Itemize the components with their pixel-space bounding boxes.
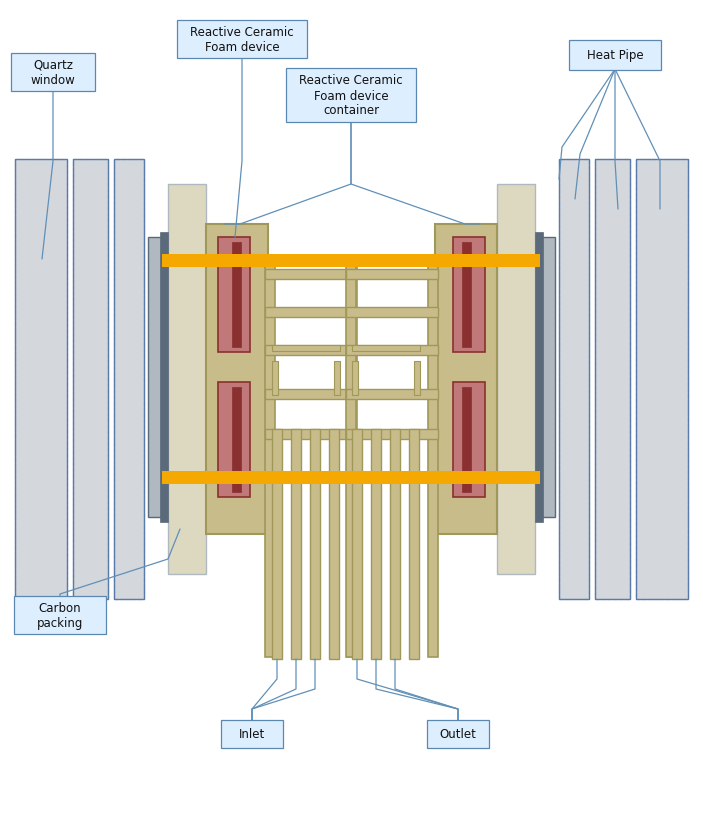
Bar xyxy=(346,308,438,318)
Bar xyxy=(352,429,362,659)
Bar xyxy=(453,382,485,497)
Bar xyxy=(168,185,206,574)
Bar xyxy=(206,224,268,534)
Bar xyxy=(15,160,67,600)
Text: Carbon
packing: Carbon packing xyxy=(37,601,83,629)
Bar xyxy=(334,361,340,396)
Bar xyxy=(390,429,400,659)
FancyBboxPatch shape xyxy=(221,720,283,748)
Bar xyxy=(148,238,162,518)
Bar xyxy=(272,361,278,396)
Bar xyxy=(541,238,555,518)
Bar xyxy=(462,242,471,347)
Bar xyxy=(265,390,357,400)
Bar xyxy=(272,346,340,351)
Bar xyxy=(232,242,241,347)
Bar xyxy=(265,258,275,657)
Bar xyxy=(636,160,688,600)
Bar xyxy=(346,269,438,279)
FancyBboxPatch shape xyxy=(14,596,106,634)
Bar xyxy=(272,429,282,659)
Bar xyxy=(162,255,540,268)
FancyBboxPatch shape xyxy=(569,41,661,71)
Bar xyxy=(329,429,339,659)
Bar xyxy=(265,346,357,355)
Text: Reactive Ceramic
Foam device: Reactive Ceramic Foam device xyxy=(191,26,294,54)
Bar xyxy=(497,185,535,574)
Text: Outlet: Outlet xyxy=(439,727,477,740)
Bar xyxy=(352,346,420,351)
Bar xyxy=(435,224,497,534)
Bar xyxy=(414,361,420,396)
Bar xyxy=(453,238,485,352)
Bar xyxy=(636,160,688,600)
Bar xyxy=(265,429,357,440)
Bar xyxy=(371,429,381,659)
Bar xyxy=(162,472,540,484)
FancyBboxPatch shape xyxy=(11,54,95,92)
Bar xyxy=(347,258,357,657)
Bar xyxy=(535,233,543,523)
Bar xyxy=(265,269,357,279)
Bar xyxy=(595,160,630,600)
Bar xyxy=(218,238,250,352)
Text: Quartz
window: Quartz window xyxy=(31,59,75,87)
Bar xyxy=(291,429,301,659)
Bar xyxy=(73,160,108,600)
Bar xyxy=(15,160,67,600)
Bar xyxy=(265,308,357,318)
Bar xyxy=(462,387,471,492)
Bar xyxy=(428,258,438,657)
Bar xyxy=(352,361,358,396)
Bar xyxy=(218,382,250,497)
Bar xyxy=(114,160,144,600)
Bar xyxy=(73,160,108,600)
FancyBboxPatch shape xyxy=(177,21,307,59)
FancyBboxPatch shape xyxy=(427,720,489,748)
Text: Heat Pipe: Heat Pipe xyxy=(587,49,643,62)
Bar xyxy=(114,160,144,600)
Text: Reactive Ceramic
Foam device
container: Reactive Ceramic Foam device container xyxy=(299,75,403,117)
Bar xyxy=(409,429,419,659)
Bar xyxy=(160,233,168,523)
Text: Inlet: Inlet xyxy=(239,727,265,740)
Bar xyxy=(559,160,589,600)
Bar xyxy=(346,390,438,400)
Bar xyxy=(559,160,589,600)
Bar xyxy=(346,258,356,657)
Bar xyxy=(232,387,241,492)
Bar xyxy=(346,429,438,440)
Bar xyxy=(595,160,630,600)
Bar xyxy=(346,346,438,355)
Bar xyxy=(310,429,320,659)
FancyBboxPatch shape xyxy=(286,69,416,123)
